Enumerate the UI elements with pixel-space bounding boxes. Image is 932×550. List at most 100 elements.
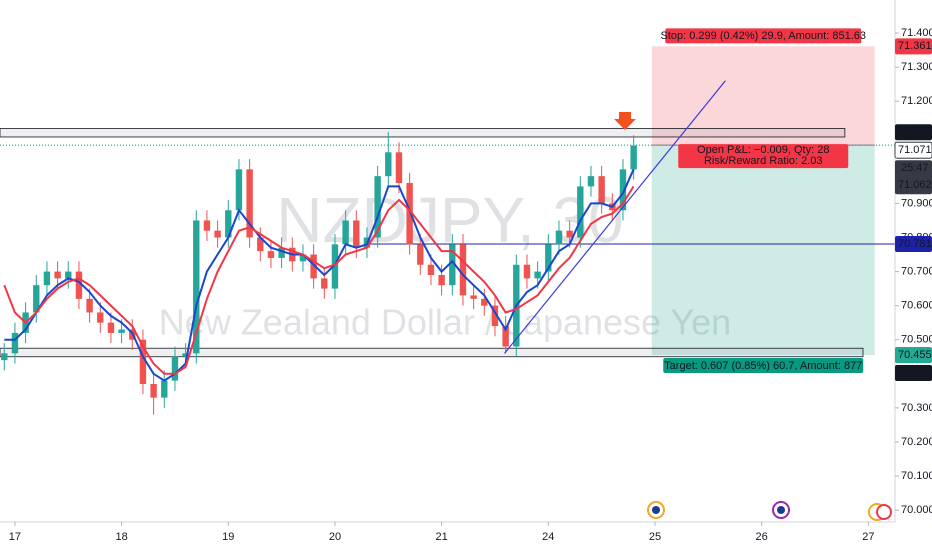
- candle-body: [33, 285, 40, 313]
- plot-layer: Stop: 0.299 (0.42%) 29.9, Amount: 851.63…: [0, 28, 895, 415]
- x-tick-label: 27: [862, 531, 874, 543]
- candle-body: [470, 295, 477, 299]
- candle-body: [278, 247, 285, 258]
- pnl-box: [678, 144, 849, 169]
- candle-body: [11, 332, 19, 354]
- rr-label: Risk/Reward Ratio: 2.03: [704, 155, 823, 167]
- candle-body: [566, 230, 573, 238]
- y-tick-label: 70.100: [901, 470, 932, 482]
- price-tag: [895, 235, 932, 252]
- candle-body: [118, 329, 125, 333]
- candle-body: [267, 251, 275, 258]
- candle-body: [342, 220, 349, 245]
- candle-body: [481, 298, 488, 306]
- price-tag-label: 70.455: [898, 349, 932, 361]
- candle-body: [97, 312, 104, 323]
- watermark-subtitle: New Zealand Dollar / Japanese Yen: [159, 302, 731, 343]
- y-tick-label: 70.900: [901, 197, 932, 209]
- y-tick-label: 71.400: [901, 27, 932, 39]
- x-tick-label: 18: [115, 531, 127, 543]
- candle-body: [406, 182, 413, 245]
- y-tick-label: 70.300: [901, 402, 932, 414]
- x-tick-label: 21: [436, 531, 448, 543]
- stop-label: Stop: 0.299 (0.42%) 29.9, Amount: 851.63: [661, 30, 866, 42]
- candle-body: [86, 298, 93, 313]
- event-icon: [876, 504, 892, 520]
- candle-body: [257, 237, 264, 252]
- candle-body: [65, 271, 72, 279]
- candle-body: [193, 220, 200, 354]
- price-tag: [895, 38, 932, 55]
- moving-average: [4, 168, 635, 382]
- price-tag-label: 71.062: [898, 179, 932, 191]
- candle-body: [523, 264, 531, 279]
- sr-zone: [0, 128, 846, 138]
- candle-body: [427, 264, 435, 275]
- target-zone: [651, 145, 875, 356]
- candle-body: [214, 230, 221, 238]
- trendline: [504, 80, 726, 354]
- pnl-label: Open P&L: −0.009, Qty: 28: [697, 144, 829, 156]
- candle-body: [75, 271, 83, 299]
- candle-body: [374, 176, 381, 238]
- candle-body: [449, 244, 456, 286]
- candle-body: [203, 220, 211, 231]
- stop-label-box: [665, 28, 862, 44]
- price-tag: [895, 365, 932, 382]
- price-tag: [895, 124, 932, 141]
- candle-body: [246, 169, 253, 238]
- x-tick-label: 25: [649, 531, 661, 543]
- candle-body: [299, 254, 307, 262]
- candle-body: [438, 274, 445, 286]
- y-tick-label: 70.700: [901, 265, 932, 277]
- candle-body: [235, 169, 243, 211]
- signal-arrow: [614, 112, 636, 130]
- price-tag: [895, 160, 932, 195]
- candle-body: [502, 326, 509, 347]
- candle-body: [619, 169, 627, 211]
- y-tick-label: 71.300: [901, 61, 932, 73]
- candle-body: [43, 271, 51, 286]
- x-tick-label: 19: [222, 531, 234, 543]
- candle-body: [150, 384, 157, 398]
- event-icon: [652, 506, 660, 514]
- candle-body: [225, 210, 232, 238]
- moving-average: [3, 185, 635, 375]
- candle-body: [417, 244, 424, 265]
- candle-body: [161, 380, 168, 398]
- candle-body: [331, 244, 339, 289]
- candle-body: [630, 145, 637, 170]
- candle-body: [587, 176, 595, 187]
- candle-body: [491, 305, 499, 327]
- candle-body: [139, 339, 147, 385]
- candle-body: [598, 176, 605, 204]
- price-tag-label: 71.361: [898, 40, 932, 52]
- price-tag-label: 70.454: [898, 367, 932, 379]
- price-tag-label: 71.071: [898, 144, 932, 156]
- target-label-box: [663, 358, 864, 374]
- candle-body: [182, 353, 189, 357]
- candle-body: [321, 278, 328, 289]
- candle-body: [353, 220, 360, 248]
- y-tick-label: 71.200: [901, 95, 932, 107]
- candle-body: [54, 271, 61, 279]
- price-tag-label: 70.781: [898, 238, 932, 250]
- candle-body: [545, 244, 552, 272]
- candle-body: [171, 356, 179, 381]
- x-tick-label: 24: [542, 531, 554, 543]
- x-tick-label: 17: [9, 531, 21, 543]
- candle-body: [107, 322, 115, 333]
- event-icons: [647, 501, 892, 521]
- candle-body: [385, 152, 392, 177]
- price-tag-label: 71.109: [898, 126, 932, 138]
- y-tick-label: 70.600: [901, 300, 932, 312]
- sr-zone: [0, 347, 864, 358]
- candle-body: [459, 244, 467, 296]
- y-tick-label: 70.200: [901, 436, 932, 448]
- candle-body: [395, 152, 403, 183]
- candle-body: [555, 230, 563, 245]
- price-tag: [894, 141, 932, 159]
- event-icon: [777, 506, 785, 514]
